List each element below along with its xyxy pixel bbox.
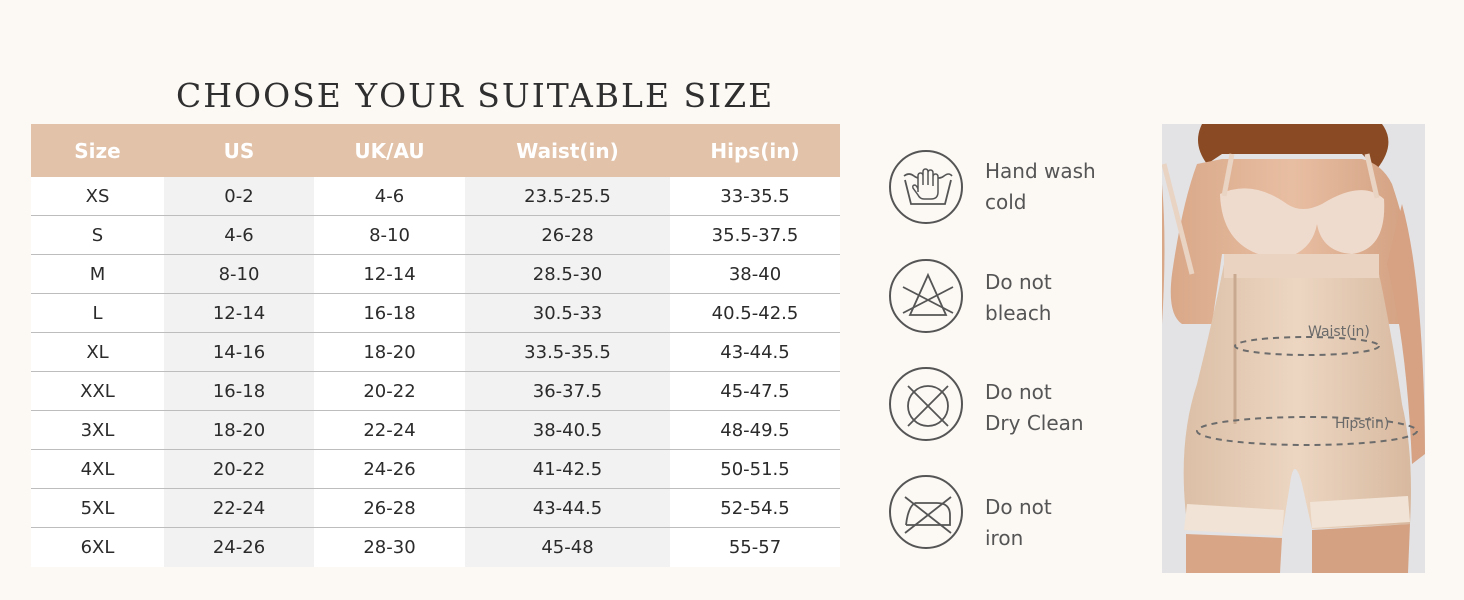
care-label-no-iron: Do not iron: [985, 495, 1052, 550]
product-photo: Waist(in) Hips(in): [1162, 124, 1425, 573]
cell-hips: 40.5-42.5: [670, 294, 840, 332]
cell-size: L: [31, 294, 164, 332]
table-row: XL 14-16 18-20 33.5-35.5 43-44.5: [31, 333, 840, 372]
table-row: M 8-10 12-14 28.5-30 38-40: [31, 255, 840, 294]
cell-hips: 48-49.5: [670, 411, 840, 449]
table-body: XS 0-2 4-6 23.5-25.5 33-35.5 S 4-6 8-10 26-28 35.…: [31, 177, 840, 567]
cell-uk-au: 16-18: [314, 294, 465, 332]
cell-uk-au: 20-22: [314, 372, 465, 410]
cell-size: 6XL: [31, 528, 164, 567]
care-label-hand-wash: Hand wash cold: [985, 159, 1096, 214]
cell-uk-au: 18-20: [314, 333, 465, 371]
cell-size: XS: [31, 177, 164, 215]
cell-hips: 50-51.5: [670, 450, 840, 488]
table-row: L 12-14 16-18 30.5-33 40.5-42.5: [31, 294, 840, 333]
cell-size: 5XL: [31, 489, 164, 527]
cell-us: 8-10: [164, 255, 314, 293]
waist-measure-label: Waist(in): [1308, 324, 1370, 340]
table-row: 3XL 18-20 22-24 38-40.5 48-49.5: [31, 411, 840, 450]
cell-hips: 52-54.5: [670, 489, 840, 527]
header-size: Size: [74, 138, 121, 163]
table-row: XXL 16-18 20-22 36-37.5 45-47.5: [31, 372, 840, 411]
cell-us: 14-16: [164, 333, 314, 371]
no-bleach-icon: [889, 259, 963, 333]
care-label-no-bleach: Do not bleach: [985, 270, 1052, 325]
cell-waist: 36-37.5: [465, 372, 670, 410]
shapewear-model-illustration: [1162, 124, 1425, 573]
cell-waist: 23.5-25.5: [465, 177, 670, 215]
cell-waist: 43-44.5: [465, 489, 670, 527]
cell-us: 16-18: [164, 372, 314, 410]
cell-waist: 26-28: [465, 216, 670, 254]
cell-size: M: [31, 255, 164, 293]
cell-hips: 55-57: [670, 528, 840, 567]
cell-waist: 45-48: [465, 528, 670, 567]
cell-size: 3XL: [31, 411, 164, 449]
cell-us: 4-6: [164, 216, 314, 254]
hips-measure-label: Hips(in): [1335, 416, 1390, 432]
cell-size: XL: [31, 333, 164, 371]
cell-waist: 28.5-30: [465, 255, 670, 293]
no-dry-clean-icon: [889, 367, 963, 441]
header-waist: Waist(in): [516, 138, 619, 163]
cell-size: 4XL: [31, 450, 164, 488]
cell-hips: 33-35.5: [670, 177, 840, 215]
no-iron-icon: [889, 475, 963, 549]
cell-uk-au: 4-6: [314, 177, 465, 215]
cell-uk-au: 26-28: [314, 489, 465, 527]
cell-us: 12-14: [164, 294, 314, 332]
header-uk-au: UK/AU: [354, 138, 425, 163]
cell-waist: 41-42.5: [465, 450, 670, 488]
cell-uk-au: 24-26: [314, 450, 465, 488]
cell-waist: 33.5-35.5: [465, 333, 670, 371]
cell-uk-au: 22-24: [314, 411, 465, 449]
cell-uk-au: 28-30: [314, 528, 465, 567]
care-label-no-dry-clean: Do not Dry Clean: [985, 380, 1084, 435]
cell-size: S: [31, 216, 164, 254]
header-us: US: [223, 138, 255, 163]
table-row: 5XL 22-24 26-28 43-44.5 52-54.5: [31, 489, 840, 528]
cell-size: XXL: [31, 372, 164, 410]
header-hips: Hips(in): [710, 138, 800, 163]
table-row: 4XL 20-22 24-26 41-42.5 50-51.5: [31, 450, 840, 489]
cell-us: 20-22: [164, 450, 314, 488]
cell-us: 24-26: [164, 528, 314, 567]
table-row: S 4-6 8-10 26-28 35.5-37.5: [31, 216, 840, 255]
cell-waist: 30.5-33: [465, 294, 670, 332]
cell-us: 22-24: [164, 489, 314, 527]
cell-us: 0-2: [164, 177, 314, 215]
cell-hips: 45-47.5: [670, 372, 840, 410]
hand-wash-icon: [889, 150, 963, 224]
cell-hips: 43-44.5: [670, 333, 840, 371]
table-row: 6XL 24-26 28-30 45-48 55-57: [31, 528, 840, 567]
cell-hips: 35.5-37.5: [670, 216, 840, 254]
cell-uk-au: 12-14: [314, 255, 465, 293]
page-title: CHOOSE YOUR SUITABLE SIZE: [176, 76, 775, 115]
cell-us: 18-20: [164, 411, 314, 449]
cell-uk-au: 8-10: [314, 216, 465, 254]
table-header: Size US UK/AU Waist(in) Hips(in): [31, 124, 840, 177]
table-row: XS 0-2 4-6 23.5-25.5 33-35.5: [31, 177, 840, 216]
cell-waist: 38-40.5: [465, 411, 670, 449]
size-chart-table: Size US UK/AU Waist(in) Hips(in) XS 0-2 4-…: [31, 124, 840, 567]
cell-hips: 38-40: [670, 255, 840, 293]
